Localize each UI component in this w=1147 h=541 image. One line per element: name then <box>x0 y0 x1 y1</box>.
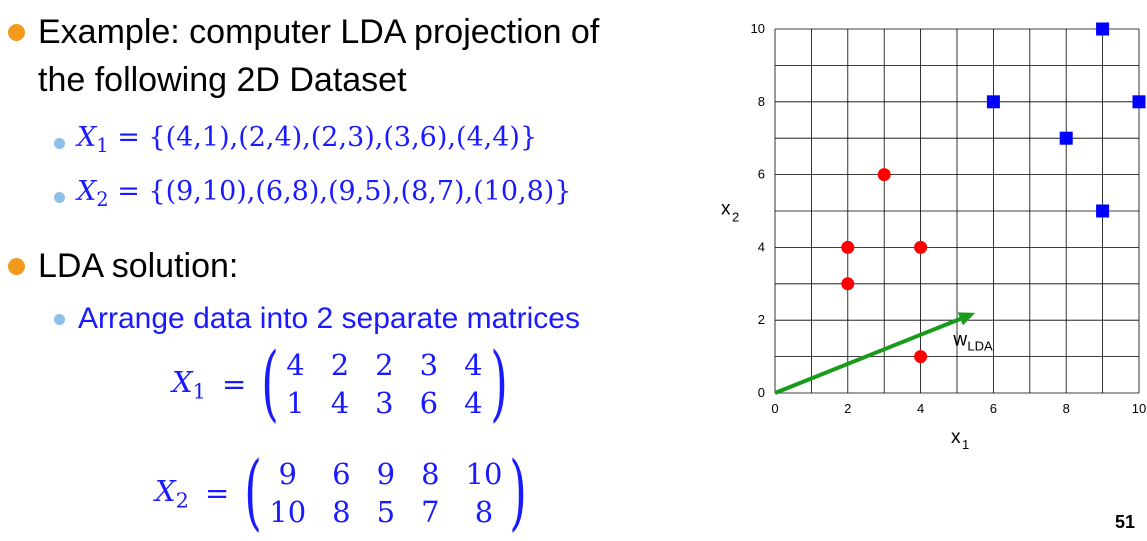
example-line-2: the following 2D Dataset <box>38 61 407 99</box>
class1-point-4 <box>914 240 928 254</box>
arrange-line: Arrange data into 2 separate matrices <box>78 302 580 335</box>
y-tick-label: 8 <box>758 94 765 109</box>
x-axis-label: x <box>951 427 961 448</box>
matrix-x1-var: X <box>172 364 193 399</box>
matrix-x2-equals: = <box>204 476 230 510</box>
class1-point-1 <box>841 240 855 254</box>
y-tick-label: 6 <box>758 167 765 182</box>
matrix-x2-right-paren: ) <box>509 445 528 540</box>
x-tick-label: 4 <box>917 401 924 416</box>
matrix-x1-sub: 1 <box>192 379 206 404</box>
bullet-dot-arrange <box>54 314 65 325</box>
matrix-x1-cell-0-4: 4 <box>464 348 483 382</box>
class2-point-1 <box>986 95 1000 109</box>
x2-sub: 2 <box>96 188 109 212</box>
bullet-dot-solution <box>8 258 25 275</box>
class1-point-0 <box>914 350 928 364</box>
x2-var: X <box>77 176 97 207</box>
matrix-x2-grid: 9 6 9 8 10 10 8 5 7 8 <box>269 457 502 529</box>
x-tick-label: 8 <box>1063 401 1070 416</box>
bullet-dot-x1 <box>54 138 65 149</box>
matrix-x2-cell-1-0: 10 <box>269 495 307 529</box>
matrix-x2-cell-0-0: 9 <box>278 457 297 491</box>
matrix-x2-cell-1-1: 8 <box>332 495 351 529</box>
matrix-x1-lhs: X1 <box>172 365 206 404</box>
matrix-x1-cell-1-1: 4 <box>330 386 350 420</box>
lda-arrow-shaft <box>774 317 962 395</box>
bullet-dot-x2 <box>54 192 65 203</box>
matrix-x1-right-paren: ) <box>489 336 508 431</box>
class2-point-3 <box>1059 131 1073 145</box>
y-axis-label: x <box>721 199 731 220</box>
x-axis-label-sub: 1 <box>962 437 969 452</box>
x1-equals: = <box>117 122 140 153</box>
matrix-x1-equals: = <box>221 367 247 401</box>
w-lda-label-sub: LDA <box>967 339 993 354</box>
class1-point-3 <box>877 168 891 182</box>
matrix-x2-lhs: X2 <box>155 474 189 513</box>
bullet-dot-example <box>8 24 25 41</box>
matrix-x2-cell-0-2: 9 <box>376 457 396 491</box>
x-tick-label: 10 <box>1132 401 1146 416</box>
y-tick-label: 2 <box>758 312 765 327</box>
x1-sub: 1 <box>96 134 109 158</box>
x1-var: X <box>77 122 97 153</box>
matrix-x1-cell-1-3: 6 <box>419 386 439 420</box>
class2-point-0 <box>1096 22 1110 36</box>
matrix-x1-left-paren: ( <box>261 336 280 431</box>
matrix-x1-cell-1-0: 1 <box>286 386 305 420</box>
x-tick-label: 6 <box>990 401 997 416</box>
class2-point-2 <box>1096 204 1110 218</box>
y-tick-label: 10 <box>751 21 765 36</box>
matrix-x2: X2 = ( 9 6 9 8 10 10 8 5 7 8 ) <box>155 445 534 540</box>
matrix-x2-cell-1-4: 8 <box>474 495 494 529</box>
matrix-x2-cell-0-3: 8 <box>421 457 440 491</box>
matrix-x2-cell-1-2: 5 <box>376 495 396 529</box>
matrix-x1-cell-0-3: 3 <box>419 348 439 382</box>
w-lda-label: w <box>952 330 967 351</box>
y-axis-label-sub: 2 <box>732 210 739 225</box>
class1-point-2 <box>841 277 855 291</box>
example-line-1: Example: computer LDA projection of <box>38 13 600 51</box>
matrix-x2-cell-1-3: 7 <box>421 495 440 529</box>
x2-set-values: {(9,10),(6,8),(9,5),(8,7),(10,8)} <box>148 176 572 207</box>
matrix-x2-left-paren: ( <box>244 445 263 540</box>
x1-set-line: X1 = {(4,1),(2,4),(2,3),(3,6),(4,4)} <box>77 122 537 157</box>
matrix-x1-cell-0-1: 2 <box>330 348 350 382</box>
x1-set-values: {(4,1),(2,4),(2,3),(3,6),(4,4)} <box>148 122 538 153</box>
lda-arrow-head <box>957 312 976 326</box>
x-tick-label: 0 <box>771 401 778 416</box>
matrix-x2-var: X <box>155 473 176 508</box>
x2-set-line: X2 = {(9,10),(6,8),(9,5),(8,7),(10,8)} <box>77 176 572 211</box>
y-tick-label: 4 <box>758 239 765 254</box>
matrix-x1-cell-1-4: 4 <box>464 386 483 420</box>
class2-point-4 <box>1132 95 1146 109</box>
matrix-x2-sub: 2 <box>175 488 189 513</box>
matrix-x2-cell-0-4: 10 <box>465 457 503 491</box>
matrix-x1-cell-0-0: 4 <box>286 348 305 382</box>
solution-line: LDA solution: <box>38 247 239 285</box>
x-tick-label: 2 <box>844 401 851 416</box>
matrix-x1-cell-1-2: 3 <box>375 386 394 420</box>
y-tick-label: 0 <box>758 385 765 400</box>
matrix-x2-cell-0-1: 6 <box>332 457 351 491</box>
x2-equals: = <box>117 176 140 207</box>
matrix-x1-cell-0-2: 2 <box>375 348 394 382</box>
page-number: 51 <box>1114 512 1135 532</box>
